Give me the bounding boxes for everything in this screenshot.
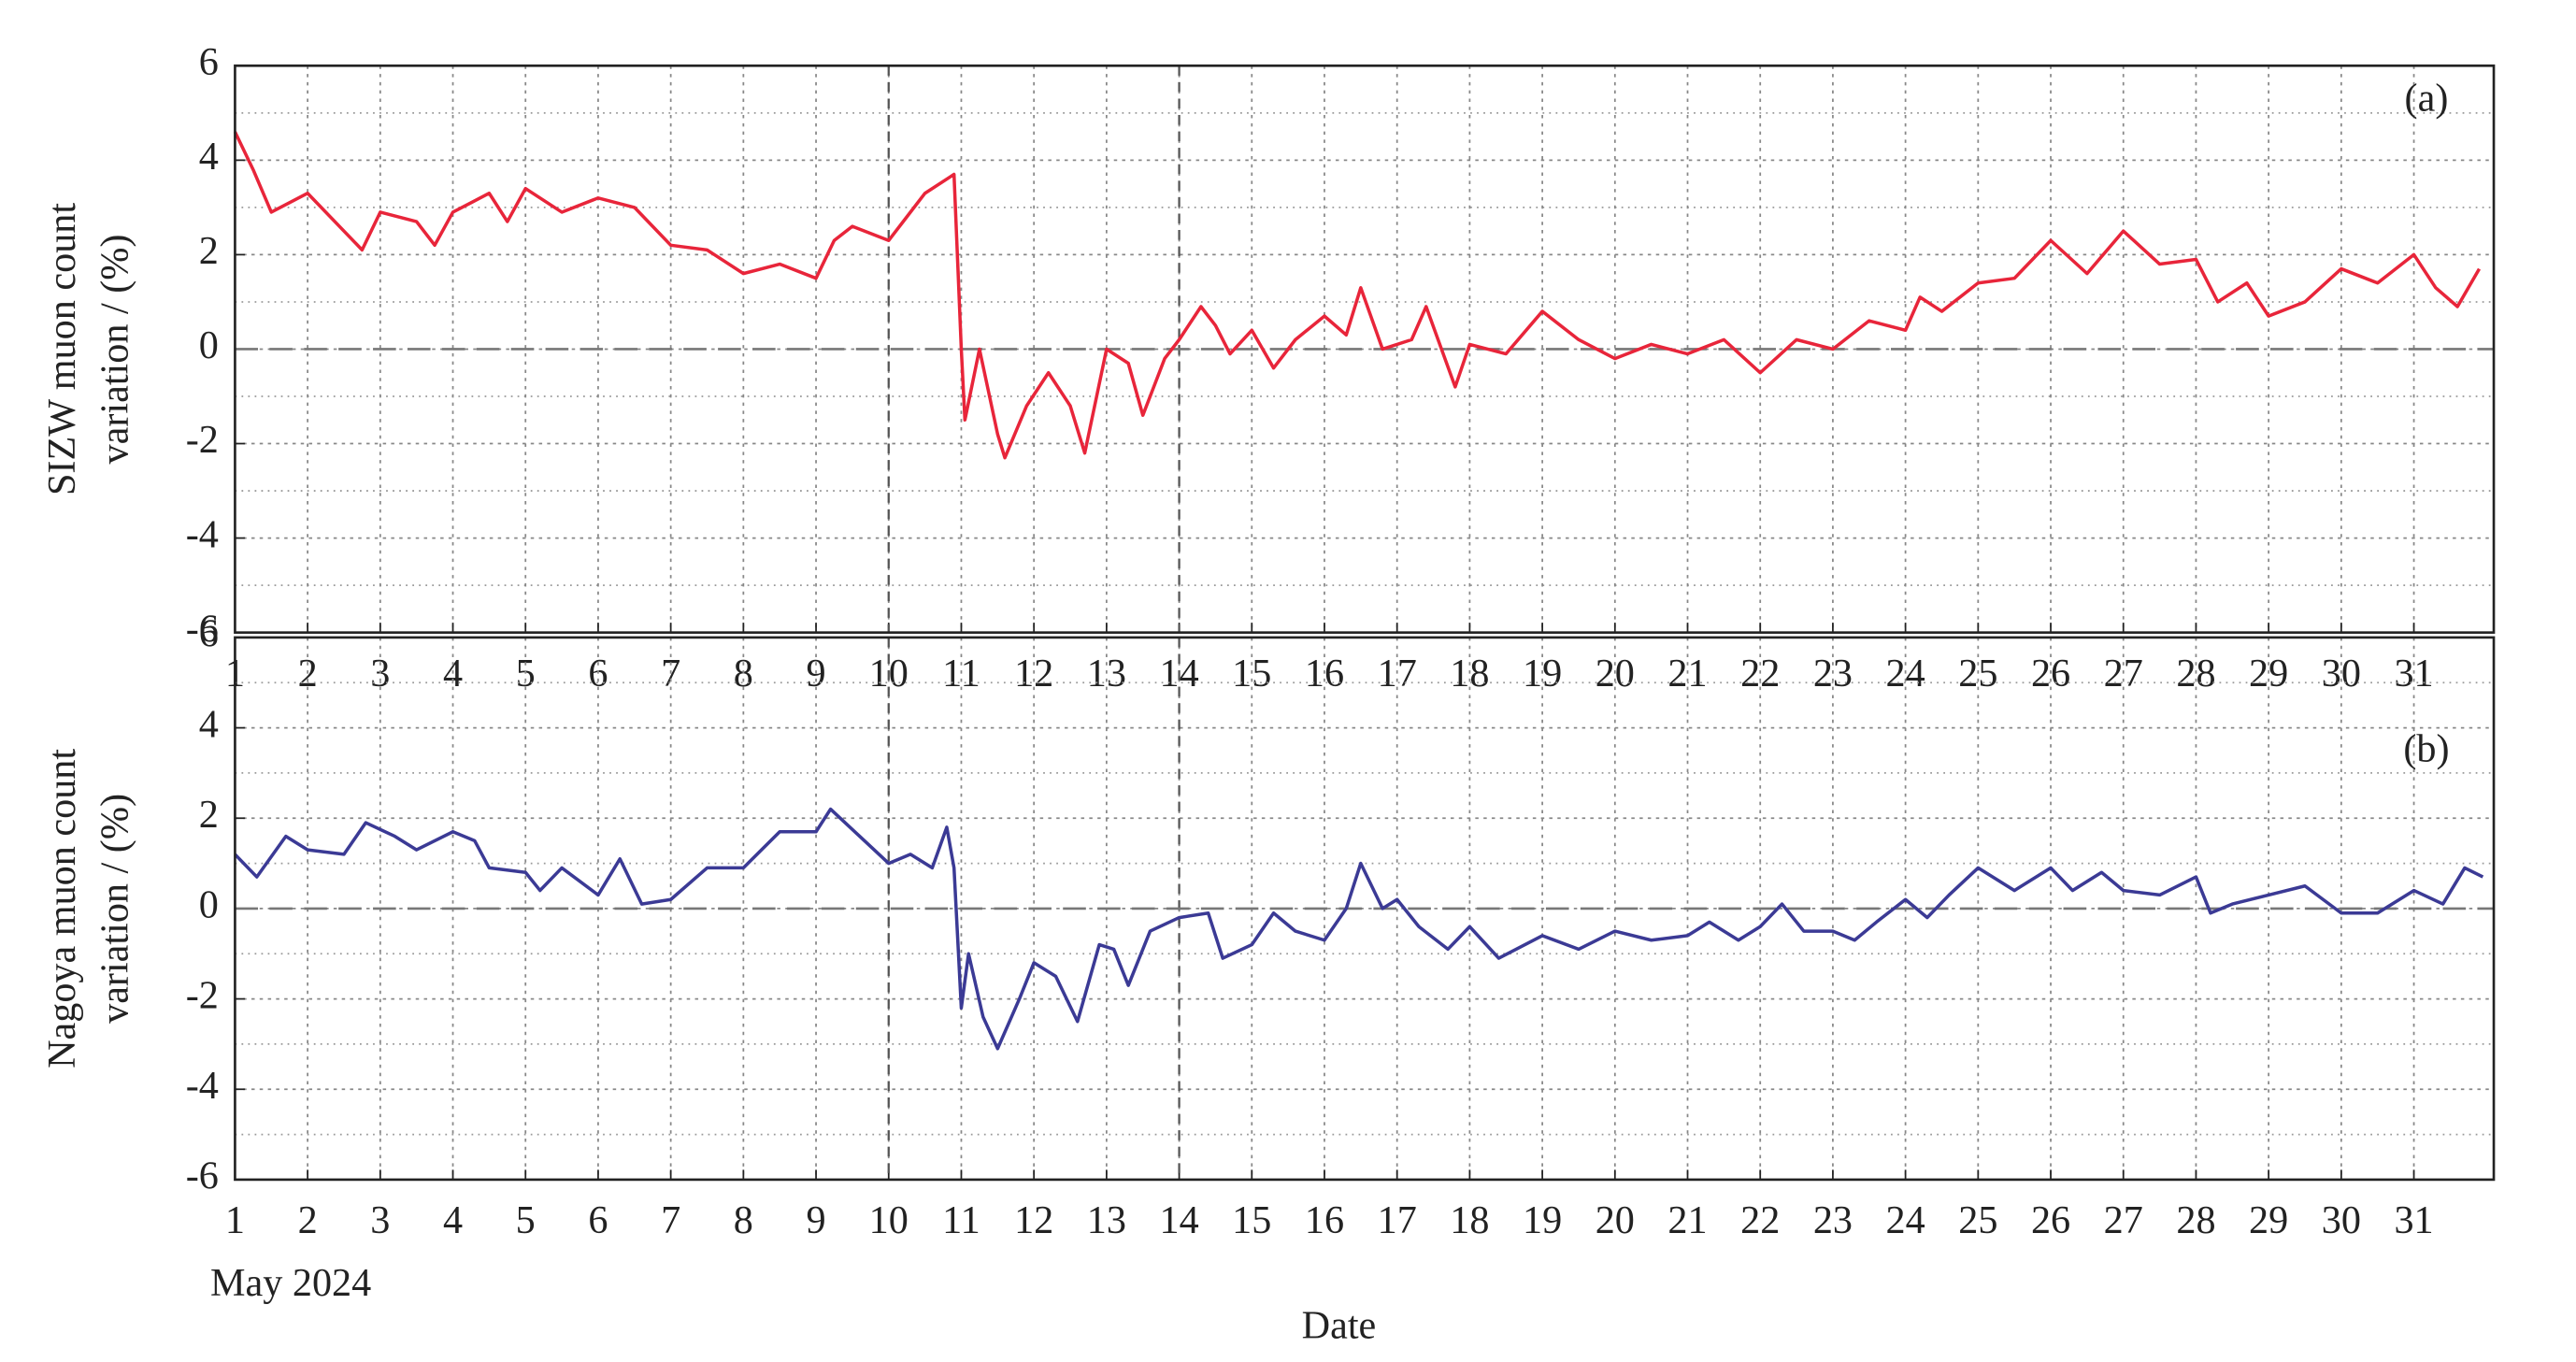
y-tick-label: 4 bbox=[199, 135, 219, 179]
x-tick-label: 5 bbox=[516, 1198, 536, 1242]
x-tick-label: 15 bbox=[1232, 1198, 1271, 1242]
x-tick-label: 1 bbox=[225, 1198, 245, 1242]
x-tick-label: 24 bbox=[1886, 1198, 1925, 1242]
x-tick-label: 25 bbox=[1958, 1198, 1997, 1242]
x-tick-label: 20 bbox=[1596, 1198, 1635, 1242]
x-tick-label: 12 bbox=[1014, 1198, 1053, 1242]
x-tick-label: 8 bbox=[734, 1198, 753, 1242]
plot-frame bbox=[234, 64, 2496, 634]
x-axis-sublabel: May 2024 bbox=[210, 1261, 371, 1305]
y-tick-label: -6 bbox=[186, 607, 219, 651]
plot-frame bbox=[234, 636, 2496, 1182]
x-tick-label: 10 bbox=[869, 1198, 909, 1242]
y-tick-label: -6 bbox=[186, 1154, 219, 1198]
x-tick-label: 23 bbox=[1813, 1198, 1853, 1242]
x-tick-label: 27 bbox=[2104, 1198, 2143, 1242]
x-tick-label: 19 bbox=[1523, 1198, 1562, 1242]
x-tick-label: 28 bbox=[2176, 1198, 2215, 1242]
x-tick-label: 13 bbox=[1087, 1198, 1126, 1242]
y-axis-label: variation / (%) bbox=[93, 794, 136, 1024]
y-tick-label: -2 bbox=[186, 418, 219, 462]
y-tick-label: -4 bbox=[186, 512, 219, 556]
y-tick-label: 6 bbox=[199, 40, 219, 84]
x-tick-label: 26 bbox=[2031, 1198, 2070, 1242]
y-tick-label: 2 bbox=[199, 229, 219, 273]
data-line bbox=[234, 807, 2484, 1051]
x-tick-label: 9 bbox=[807, 1198, 826, 1242]
x-tick-label: 22 bbox=[1740, 1198, 1780, 1242]
x-tick-label: 11 bbox=[942, 1198, 980, 1242]
panel-annotation: (a) bbox=[2405, 77, 2449, 121]
x-tick-label: 16 bbox=[1305, 1198, 1344, 1242]
x-tick-label: 7 bbox=[661, 1198, 680, 1242]
x-axis-label: Date bbox=[1302, 1304, 1377, 1348]
y-tick-label: -2 bbox=[186, 973, 219, 1017]
y-axis-label: variation / (%) bbox=[93, 235, 136, 465]
x-tick-label: 31 bbox=[2394, 1198, 2433, 1242]
y-tick-label: 0 bbox=[199, 883, 219, 927]
x-tick-label: 3 bbox=[370, 1198, 390, 1242]
y-tick-label: 6 bbox=[199, 612, 219, 656]
data-line bbox=[233, 131, 2482, 460]
y-axis-label: Nagoya muon count bbox=[40, 749, 84, 1068]
y-tick-label: 2 bbox=[199, 793, 219, 837]
y-tick-label: 0 bbox=[199, 323, 219, 367]
x-tick-label: 17 bbox=[1378, 1198, 1417, 1242]
panel-annotation: (b) bbox=[2403, 727, 2449, 771]
x-tick-label: 21 bbox=[1667, 1198, 1707, 1242]
x-tick-label: 6 bbox=[588, 1198, 608, 1242]
x-tick-label: 18 bbox=[1450, 1198, 1489, 1242]
x-tick-label: 29 bbox=[2249, 1198, 2288, 1242]
x-tick-label: 30 bbox=[2322, 1198, 2361, 1242]
x-tick-label: 2 bbox=[298, 1198, 318, 1242]
x-tick-label: 14 bbox=[1159, 1198, 1198, 1242]
y-tick-label: -4 bbox=[186, 1064, 219, 1108]
x-tick-label: 4 bbox=[443, 1198, 463, 1242]
y-tick-label: 4 bbox=[199, 702, 219, 746]
y-axis-label: SIZW muon count bbox=[40, 203, 84, 495]
